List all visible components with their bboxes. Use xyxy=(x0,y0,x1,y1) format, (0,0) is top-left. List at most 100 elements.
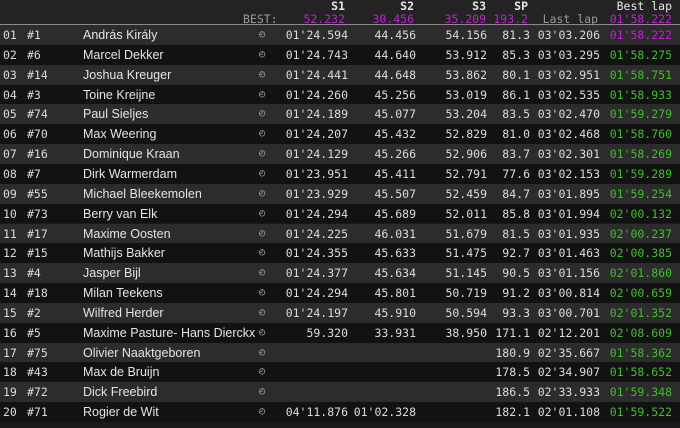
s1-time: 01'24.594 xyxy=(285,28,348,42)
speed: 186.5 xyxy=(495,385,530,400)
last-lap: 02'34.907 xyxy=(537,365,600,380)
s3-time: 53.862 xyxy=(445,67,487,82)
car-number: #72 xyxy=(27,385,48,400)
s1-time: 01'24.197 xyxy=(285,305,348,320)
position: 18 xyxy=(3,365,17,380)
car-number: #70 xyxy=(27,127,48,142)
table-row[interactable]: 10 #73 Berry van Elk 01'24.294 45.689 52.011 8… xyxy=(0,203,680,224)
timing-header: S1 S2 S3 SP Best lap BEST: 52.232 30.456… xyxy=(0,0,680,25)
s3-time: 52.791 xyxy=(445,166,487,181)
best-lap-value: 01'58.222 xyxy=(609,12,672,26)
speed: 84.7 xyxy=(502,186,530,201)
best-lap: 02'08.609 xyxy=(609,325,672,340)
last-lap: 02'35.667 xyxy=(537,345,600,360)
last-lap: 03'02.470 xyxy=(537,107,600,122)
table-row[interactable]: 06 #70 Max Weering 01'24.207 45.432 52.829 81.… xyxy=(0,124,680,145)
driver-name: Olivier Naaktgeboren xyxy=(83,345,201,360)
position: 09 xyxy=(3,186,17,201)
timer-icon: ◴ xyxy=(259,406,266,418)
table-row[interactable]: 09 #55 Michael Bleekemolen 01'23.929 45.507 5… xyxy=(0,183,680,204)
timer-icon: ◴ xyxy=(259,88,266,100)
table-row[interactable]: 17 #75 Olivier Naaktgeboren 180.9 02'35.667 0… xyxy=(0,342,680,363)
s1-time: 01'24.207 xyxy=(285,127,348,142)
car-number: #15 xyxy=(27,246,48,261)
s3-time: 53.019 xyxy=(445,87,487,102)
timer-icon: ◴ xyxy=(259,148,266,160)
best-sp: 193.2 xyxy=(493,12,528,26)
last-lap: 03'02.301 xyxy=(537,147,600,162)
position: 06 xyxy=(3,127,17,142)
table-row[interactable]: 12 #15 Mathijs Bakker 01'24.355 45.633 51.475… xyxy=(0,243,680,264)
s2-time: 45.411 xyxy=(374,166,416,181)
car-number: #71 xyxy=(27,405,48,420)
table-row[interactable]: 18 #43 Max de Bruijn 178.5 02'34.907 01'58.65… xyxy=(0,362,680,383)
timer-icon: ◴ xyxy=(259,29,266,40)
table-row[interactable]: 07 #16 Dominique Kraan 01'24.129 45.266 52.90… xyxy=(0,144,680,164)
position: 16 xyxy=(3,325,17,340)
best-lap: 01'59.522 xyxy=(609,405,672,420)
car-number: #4 xyxy=(27,266,41,281)
table-row[interactable]: 16 #5 Maxime Pasture- Hans Dierckx 59.320 33… xyxy=(0,322,680,343)
table-row[interactable]: 20 #71 Rogier de Wit 04'11.876 01'02.328 182.… xyxy=(0,402,680,422)
timer-icon: ◴ xyxy=(259,386,266,398)
s3-time: 52.011 xyxy=(445,206,487,221)
timer-icon: ◴ xyxy=(259,306,266,318)
s3-header: S3 xyxy=(472,0,486,13)
s1-time: 01'24.294 xyxy=(285,206,348,221)
s2-time: 44.648 xyxy=(374,67,416,82)
s1-time: 01'23.929 xyxy=(285,186,348,201)
timer-icon: ◴ xyxy=(259,287,266,299)
best-lap: 01'58.933 xyxy=(609,87,672,102)
timer-icon: ◴ xyxy=(259,207,266,219)
speed: 90.5 xyxy=(502,266,530,281)
speed: 91.2 xyxy=(502,286,530,301)
last-lap: 03'02.535 xyxy=(537,87,600,102)
last-lap: 02'12.201 xyxy=(537,325,600,340)
position: 01 xyxy=(3,28,17,42)
table-row[interactable]: 13 #4 Jasper Bijl 01'24.377 45.634 51.145 90.5… xyxy=(0,263,680,284)
driver-name: Jasper Bijl xyxy=(83,266,141,281)
s2-header: S2 xyxy=(400,0,414,13)
table-row[interactable]: 02 #6 Marcel Dekker 01'24.743 44.640 53.912 85… xyxy=(0,44,680,65)
speed: 85.3 xyxy=(502,47,530,62)
driver-name: Rogier de Wit xyxy=(83,405,159,420)
table-row[interactable]: 11 #17 Maxime Oosten 01'24.225 46.031 51.679 8… xyxy=(0,223,680,244)
driver-name: Maxime Oosten xyxy=(83,226,171,241)
table-row[interactable]: 05 #74 Paul Sieljes 01'24.189 45.077 53.204 83… xyxy=(0,104,680,125)
position: 03 xyxy=(3,67,17,82)
driver-name: Mathijs Bakker xyxy=(83,246,165,261)
best-lap: 02'00.659 xyxy=(609,286,672,301)
timer-icon: ◴ xyxy=(259,48,266,60)
speed: 80.1 xyxy=(502,67,530,82)
table-row[interactable]: 08 #7 Dirk Warmerdam 01'23.951 45.411 52.791 7… xyxy=(0,163,680,184)
timer-icon: ◴ xyxy=(259,68,266,80)
best-lap: 01'59.348 xyxy=(609,385,672,400)
last-lap: 02'01.108 xyxy=(537,405,600,420)
s2-time: 45.256 xyxy=(374,87,416,102)
speed: 86.1 xyxy=(502,87,530,102)
s2-time: 45.633 xyxy=(374,246,416,261)
driver-name: Maxime Pasture- Hans Dierckx xyxy=(83,325,256,340)
position: 05 xyxy=(3,107,17,122)
table-row[interactable]: 15 #2 Wilfred Herder 01'24.197 45.910 50.594 9… xyxy=(0,302,680,323)
s3-time: 51.145 xyxy=(445,266,487,281)
s3-time: 52.829 xyxy=(445,127,487,142)
driver-name: Berry van Elk xyxy=(83,206,158,221)
table-row[interactable]: 14 #18 Milan Teekens 01'24.294 45.801 50.719 9… xyxy=(0,283,680,303)
table-row[interactable]: 19 #72 Dick Freebird 186.5 02'33.933 01'59.34… xyxy=(0,382,680,403)
best-lap: 02'00.237 xyxy=(609,226,672,241)
best-lap: 01'58.652 xyxy=(609,365,672,380)
table-row[interactable]: 01 #1 András Király 01'24.594 44.456 54.156 81… xyxy=(0,25,680,45)
speed: 93.3 xyxy=(502,305,530,320)
timer-icon: ◴ xyxy=(259,346,266,358)
s1-header: S1 xyxy=(331,0,345,13)
car-number: #17 xyxy=(27,226,48,241)
s1-time: 01'24.260 xyxy=(285,87,348,102)
speed: 182.1 xyxy=(495,405,530,420)
driver-name: Wilfred Herder xyxy=(83,305,164,320)
driver-name: Max Weering xyxy=(83,127,157,142)
table-row[interactable]: 04 #3 Toine Kreijne 01'24.260 45.256 53.019 86… xyxy=(0,84,680,105)
table-row[interactable]: 03 #14 Joshua Kreuger 01'24.441 44.648 53.862… xyxy=(0,64,680,85)
speed: 178.5 xyxy=(495,365,530,380)
best-label: BEST: xyxy=(243,12,278,26)
